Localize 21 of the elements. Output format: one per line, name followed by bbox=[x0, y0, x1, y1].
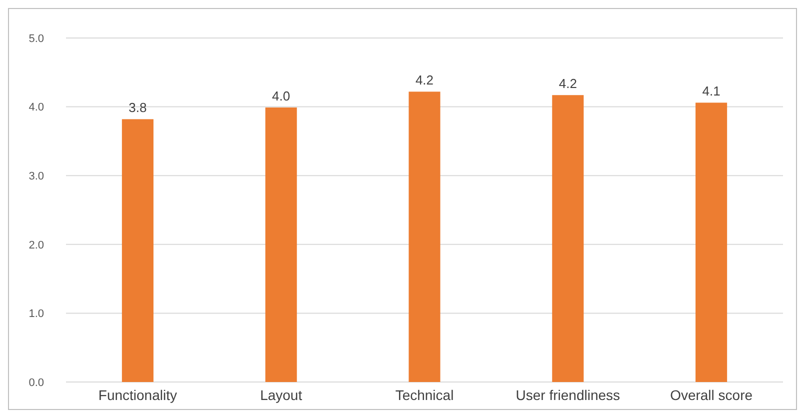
bar bbox=[408, 92, 440, 382]
x-tick-label: Overall score bbox=[670, 387, 753, 403]
y-tick-label: 5.0 bbox=[28, 32, 44, 45]
data-label: 4.1 bbox=[702, 84, 720, 99]
y-tick-label: 4.0 bbox=[28, 102, 44, 114]
y-tick-label: 1.0 bbox=[28, 308, 44, 320]
bar bbox=[122, 119, 154, 382]
x-tick-label: User friendliness bbox=[516, 387, 620, 403]
y-tick-label: 0.0 bbox=[28, 376, 44, 389]
data-label: 3.8 bbox=[128, 100, 147, 116]
bar bbox=[265, 107, 297, 382]
x-tick-label: Technical bbox=[395, 387, 454, 403]
data-label: 4.2 bbox=[415, 72, 434, 88]
data-label: 4.2 bbox=[558, 76, 577, 92]
y-tick-label: 3.0 bbox=[28, 170, 44, 182]
x-tick-label: Layout bbox=[260, 387, 302, 403]
data-label: 4.0 bbox=[272, 88, 290, 104]
bar bbox=[552, 95, 584, 382]
bar bbox=[696, 102, 728, 382]
x-tick-label: Functionality bbox=[98, 387, 177, 403]
y-tick-label: 2.0 bbox=[28, 239, 44, 252]
